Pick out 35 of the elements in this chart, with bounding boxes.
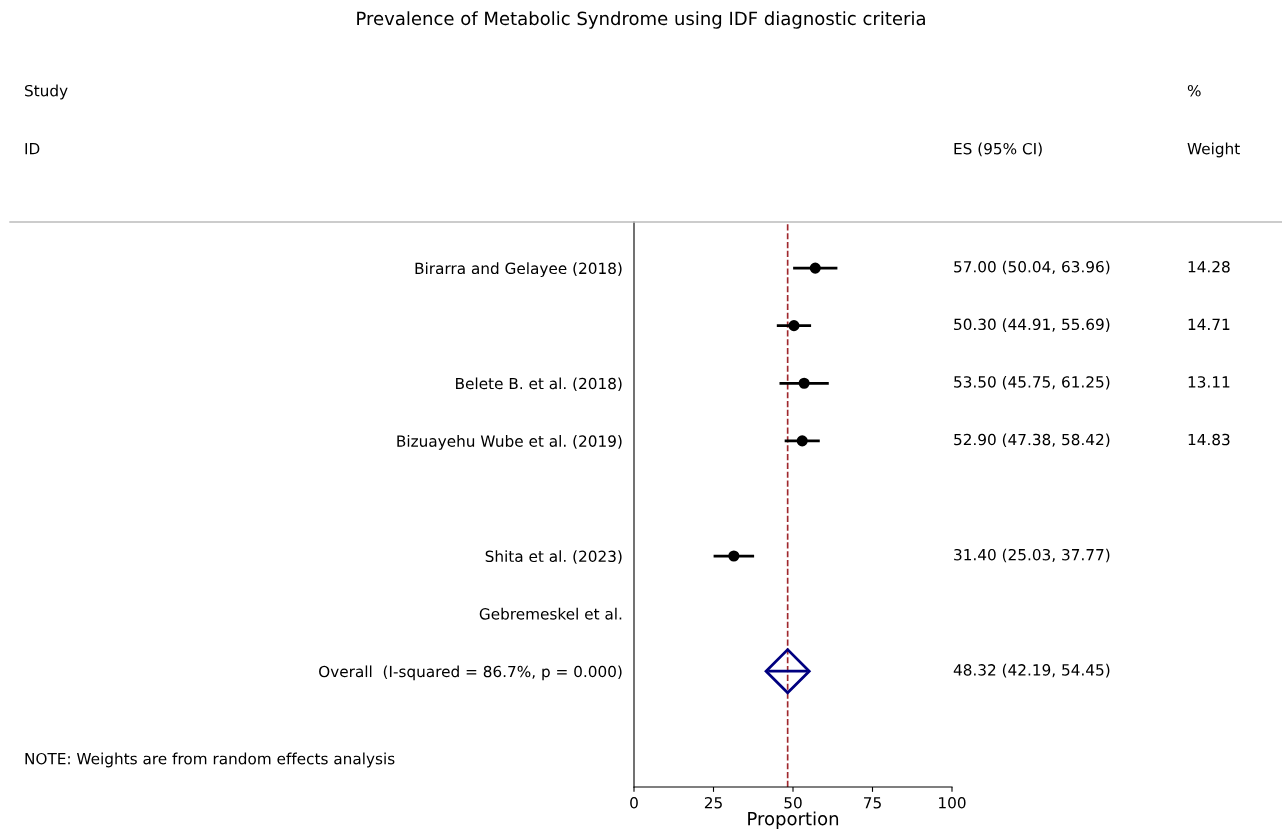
y-tick-label: Shita et al. (2023) — [485, 550, 622, 564]
text: Study — [25, 84, 68, 100]
x-tick-label: 0 — [630, 796, 638, 809]
text: 48.32 (42.19, 54.45) — [953, 663, 1110, 678]
x-tick-label: 75 — [864, 797, 881, 809]
y2-tick-label: 14.28 — [1188, 260, 1230, 273]
text: 50.30 (44.91, 55.69) — [954, 318, 1110, 332]
text: NOTE: Weights are from random effects analysis — [25, 752, 395, 768]
point — [764, 648, 811, 695]
y2-tick-label: 13.11 — [1188, 376, 1230, 388]
text: ID — [25, 143, 40, 155]
x-tick-label: 100 — [939, 796, 966, 809]
text: % — [1187, 84, 1201, 97]
point — [728, 550, 740, 562]
y-tick-label: Bizuayehu Wube et al. (2019) — [397, 435, 622, 450]
text: 57.00 (50.04, 63.96) — [954, 260, 1110, 275]
point — [788, 320, 800, 332]
y-tick-label: Gebremeskel et al. — [479, 607, 622, 620]
y2-tick-label: 14.83 — [1188, 433, 1230, 446]
y-tick-label: Overall (I-squared = 86.7%, p = 0.000) — [319, 665, 622, 681]
text: 31.40 (25.03, 37.77) — [954, 548, 1110, 563]
text: 53.50 (45.75, 61.25) — [954, 375, 1110, 390]
text: Weight — [1187, 142, 1240, 158]
x-axis-title: Proportion — [748, 811, 839, 829]
point — [809, 262, 821, 274]
text: ES (95% CI) — [954, 142, 1042, 157]
x-tick-label: 25 — [704, 796, 722, 809]
point — [798, 377, 810, 389]
x-tick-label: 50 — [784, 796, 802, 809]
chart-title: Prevalence of Metabolic Syndrome using IDF diagnostic criteria — [357, 11, 925, 29]
point — [796, 435, 808, 447]
y-tick-label: Belete B. et al. (2018) — [456, 377, 622, 392]
y-tick-label: Birarra and Gelayee (2018) — [415, 262, 622, 278]
text: 52.90 (47.38, 58.42) — [954, 433, 1110, 448]
y2-tick-label: 14.71 — [1188, 318, 1230, 330]
